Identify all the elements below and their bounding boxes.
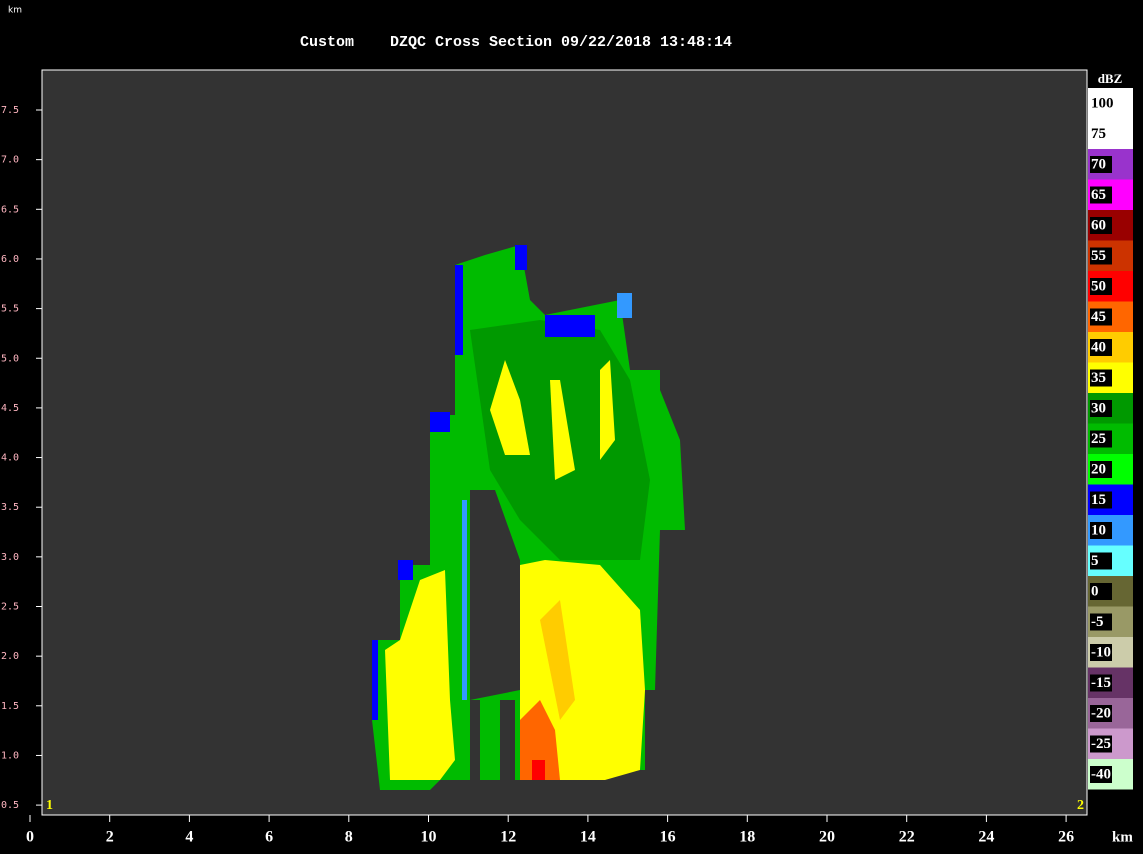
y-tick-label: 3.5 — [1, 502, 19, 513]
y-tick-label: 3.0 — [1, 552, 19, 563]
colorbar-title: dBZ — [1098, 71, 1123, 86]
colorbar-label: 30 — [1091, 400, 1106, 416]
x-tick-label: 14 — [580, 829, 596, 846]
x-tick-label: 12 — [500, 829, 516, 846]
x-tick-label: 8 — [345, 829, 353, 846]
echo-blue — [515, 245, 527, 270]
echo-blue — [545, 315, 595, 337]
x-tick-label: 20 — [819, 829, 835, 846]
colorbar-label: 10 — [1091, 522, 1106, 538]
y-tick-label: 2.0 — [1, 651, 19, 662]
page: {"header": {"unit_label": "km", "product… — [0, 0, 1143, 854]
echo-blue — [398, 560, 413, 580]
echo-lightblue — [462, 500, 467, 700]
colorbar-label: -40 — [1091, 766, 1111, 782]
colorbar-label: 0 — [1091, 583, 1099, 599]
x-tick-label: 2 — [106, 829, 114, 846]
colorbar-label: 5 — [1091, 553, 1099, 569]
y-tick-label: 6.0 — [1, 254, 19, 265]
echo-lightblue — [617, 293, 632, 318]
colorbar-label: 70 — [1091, 156, 1106, 172]
echo-blue — [430, 412, 450, 432]
colorbar-label: -10 — [1091, 644, 1111, 660]
colorbar-label: 40 — [1091, 339, 1106, 355]
y-tick-label: 2.5 — [1, 602, 19, 613]
colorbar-label: 75 — [1091, 126, 1106, 142]
y-tick-label: 0.5 — [1, 800, 19, 811]
x-unit-label: km — [1112, 829, 1133, 845]
colorbar-label: 60 — [1091, 217, 1106, 233]
y-tick-label: 1.0 — [1, 750, 19, 761]
echo-blue — [372, 640, 378, 720]
colorbar-label: 55 — [1091, 248, 1106, 264]
y-tick-label: 5.5 — [1, 304, 19, 315]
echo-red — [532, 760, 545, 780]
colorbar-label: 25 — [1091, 431, 1106, 447]
colorbar-label: 100 — [1091, 95, 1114, 111]
y-tick-label: 6.5 — [1, 204, 19, 215]
y-tick-label: 4.0 — [1, 453, 19, 464]
product-label: Custom — [300, 34, 354, 51]
colorbar-label: -15 — [1091, 675, 1111, 691]
radar-window: km Custom DZQC Cross Section 09/22/2018 … — [0, 0, 1143, 854]
colorbar-label: 35 — [1091, 370, 1106, 386]
x-tick-label: 26 — [1058, 829, 1074, 846]
x-tick-label: 22 — [899, 829, 915, 846]
y-tick-label: 5.0 — [1, 353, 19, 364]
x-tick-label: 24 — [978, 829, 994, 846]
colorbar-label: 50 — [1091, 278, 1106, 294]
colorbar-label: -5 — [1091, 614, 1104, 630]
x-tick-label: 4 — [185, 829, 193, 846]
x-tick-label: 0 — [26, 829, 34, 846]
colorbar-label: 65 — [1091, 187, 1106, 203]
y-tick-label: 1.5 — [1, 701, 19, 712]
title: DZQC Cross Section 09/22/2018 13:48:14 — [390, 34, 732, 51]
unit-label: km — [8, 6, 22, 16]
y-tick-label: 4.5 — [1, 403, 19, 414]
x-tick-label: 18 — [739, 829, 755, 846]
endpoint-label: 1 — [46, 798, 53, 813]
colorbar-label: -20 — [1091, 705, 1111, 721]
endpoint-label: 2 — [1077, 798, 1084, 813]
x-tick-label: 6 — [265, 829, 273, 846]
x-tick-label: 16 — [660, 829, 676, 846]
echo-blue — [455, 265, 463, 355]
colorbar-label: -25 — [1091, 736, 1111, 752]
y-tick-label: 7.0 — [1, 155, 19, 166]
y-tick-label: 7.5 — [1, 105, 19, 116]
colorbar-label: 20 — [1091, 461, 1106, 477]
colorbar-label: 15 — [1091, 492, 1106, 508]
x-tick-label: 10 — [421, 829, 437, 846]
colorbar-label: 45 — [1091, 309, 1106, 325]
